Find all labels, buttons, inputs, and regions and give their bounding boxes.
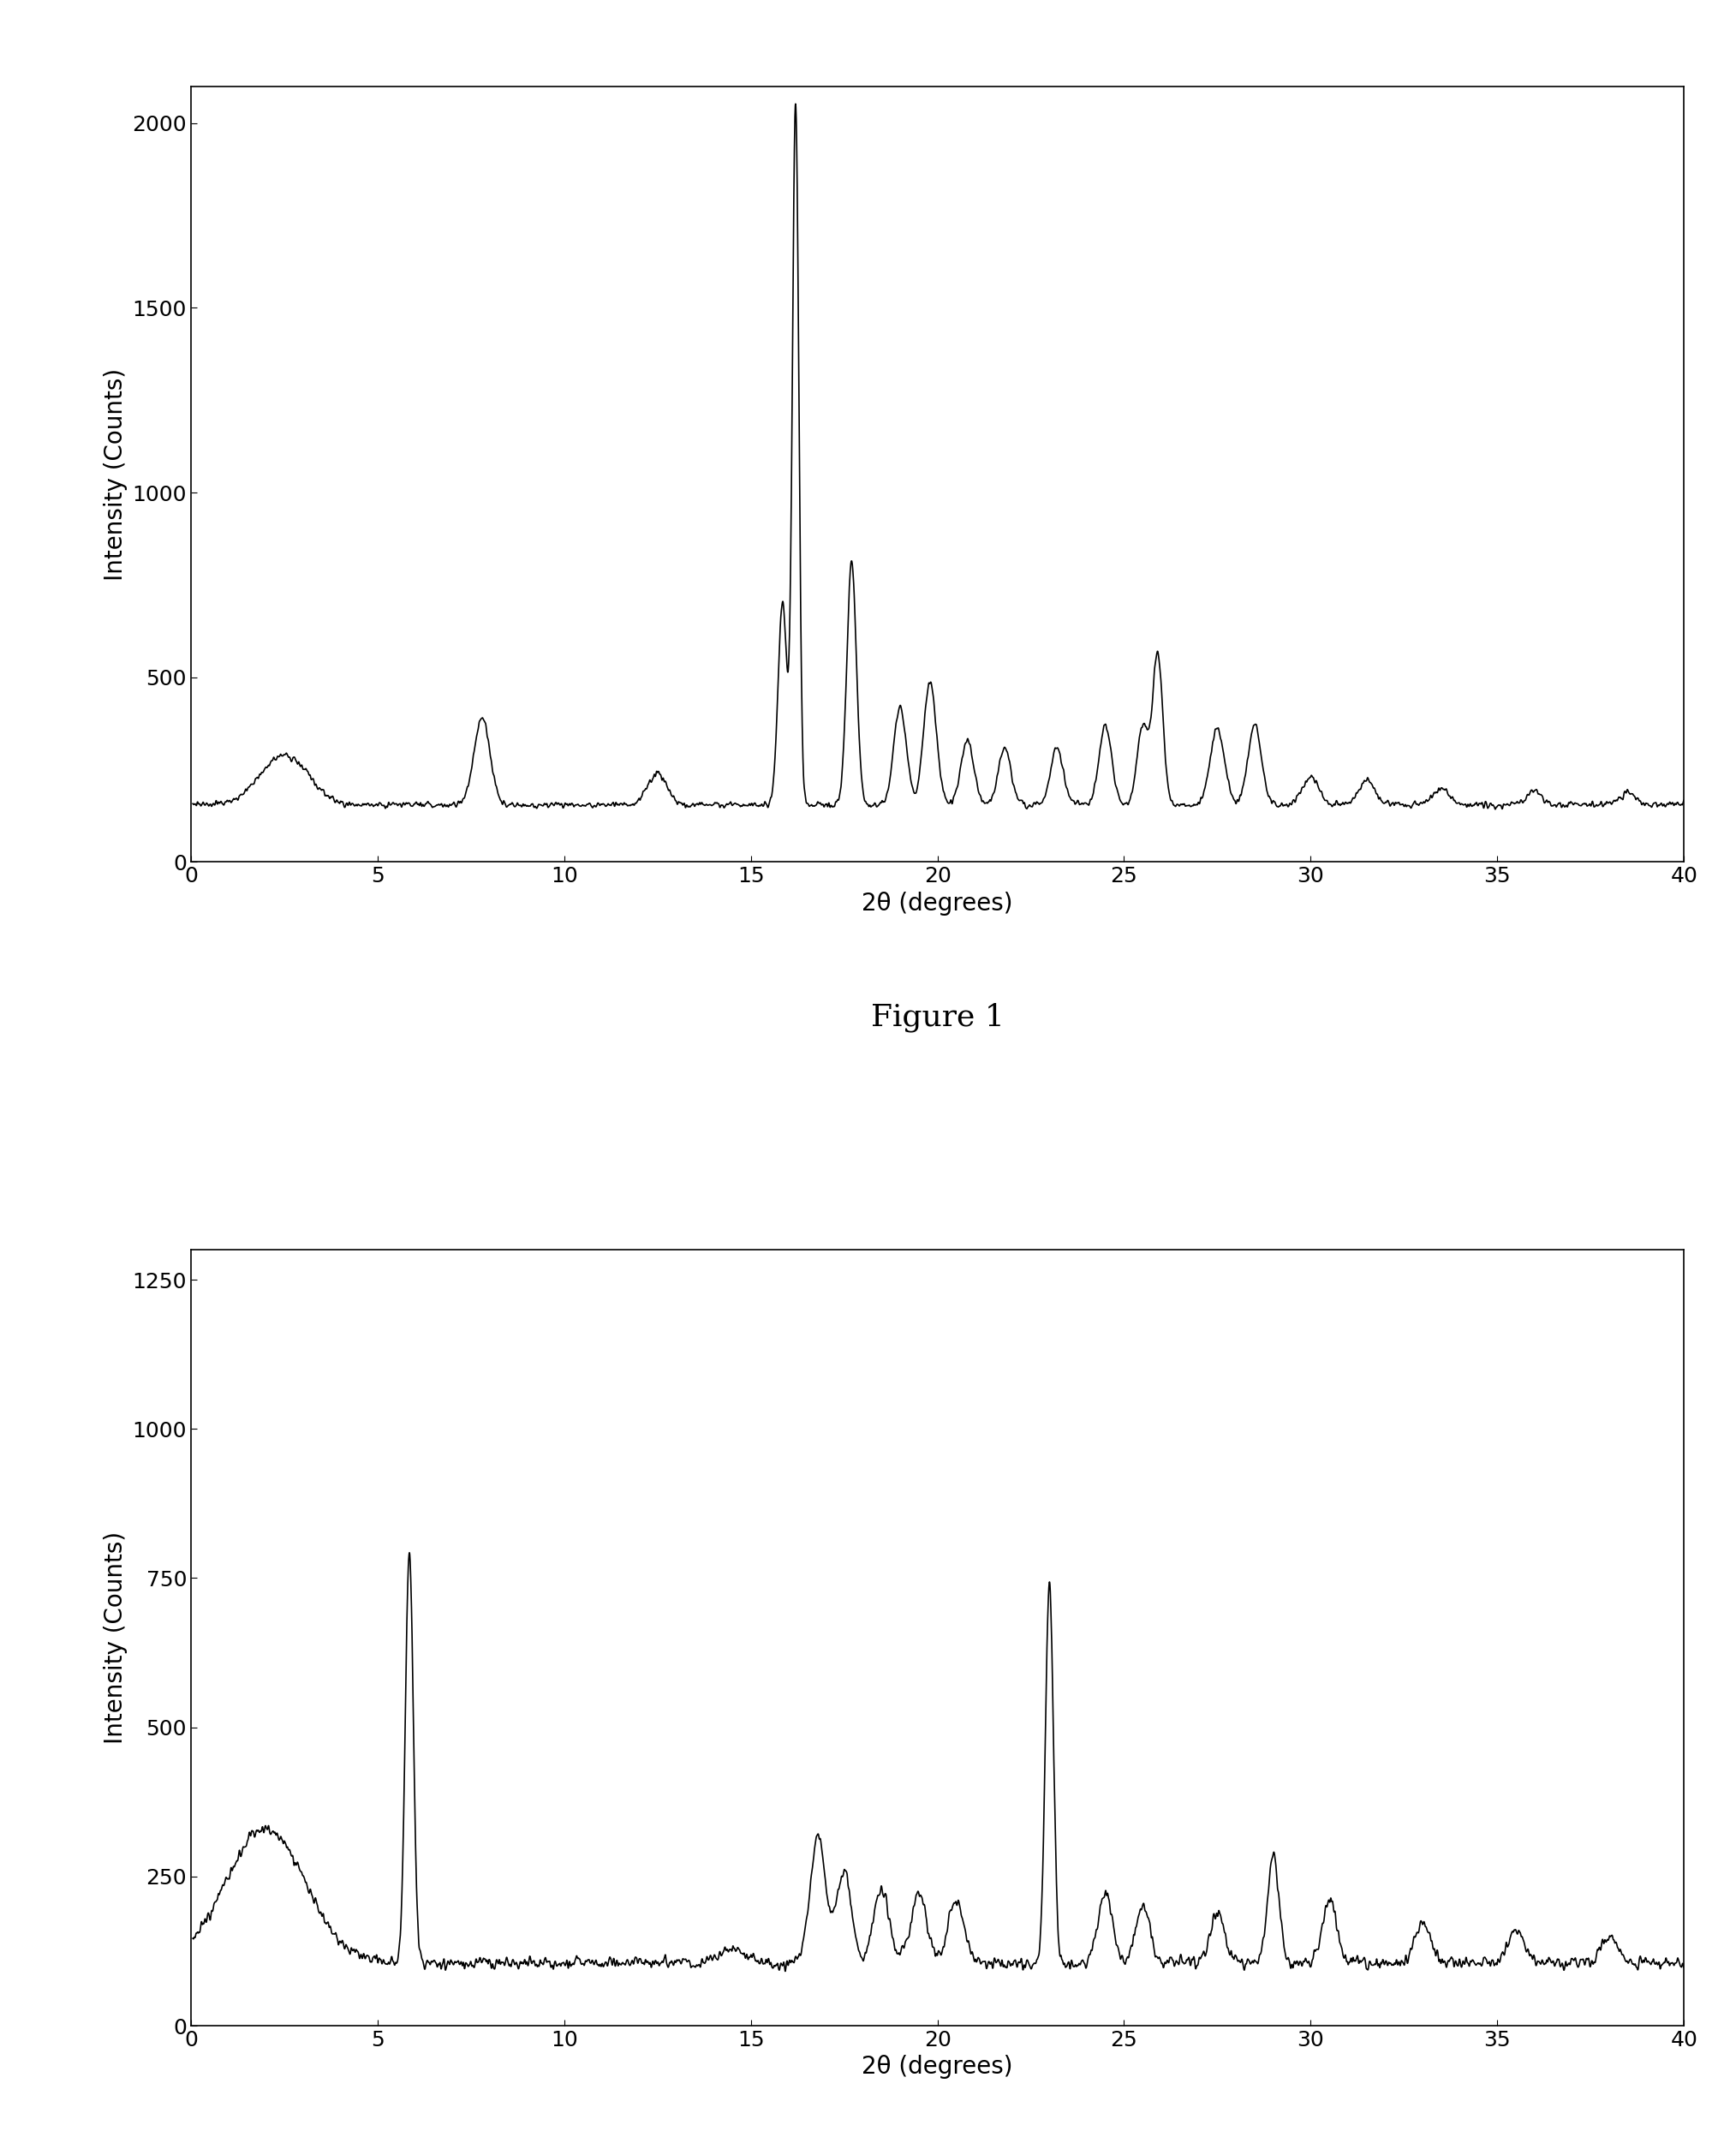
- Y-axis label: Intensity (Counts): Intensity (Counts): [104, 1532, 128, 1743]
- X-axis label: 2θ (degrees): 2θ (degrees): [861, 2056, 1014, 2080]
- Y-axis label: Intensity (Counts): Intensity (Counts): [104, 369, 127, 580]
- Text: Figure 1: Figure 1: [871, 1002, 1003, 1032]
- X-axis label: 2θ (degrees): 2θ (degrees): [861, 892, 1014, 916]
